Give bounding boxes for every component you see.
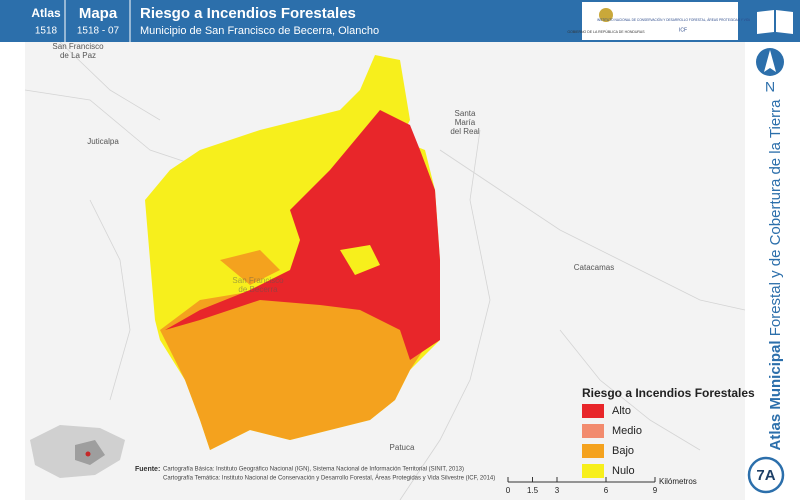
source-label: Fuente: [135,466,160,473]
code-label: 7A [756,467,775,484]
zone-bajo [160,290,430,450]
scale-tick-label: 0 [506,486,511,495]
zone-alto [165,110,440,360]
source-line: Cartografía Básica: Instituto Geográfico… [163,467,464,473]
north-arrow [756,48,784,76]
place-line: San Francisco [52,42,104,51]
place-line: San Francisco [232,276,284,285]
legend: Riesgo a Incendios Forestales Alto Medio B… [582,386,755,478]
map-number: 1518 - 07 [77,26,120,37]
place-line: Santa [455,109,476,118]
place-label: San Francisco de La Paz [52,42,104,60]
roads [24,41,746,500]
atlas-number: 1518 [35,26,58,37]
zone-nulo [340,245,380,275]
title: Riesgo a Incendios Forestales [140,5,356,22]
legend-label: Bajo [612,445,634,457]
place-line: Patuca [390,443,415,452]
sidebar-title-bold: Atlas Municipal [767,340,784,450]
legend-swatch [582,444,604,458]
logo-government: GOBIERNO DE LA REPÚBLICA DE HONDURAS [567,30,645,34]
legend-swatch [582,404,604,418]
place-label: Juticalpa [87,137,119,146]
code-badge [747,456,785,494]
north-label: N [765,79,775,95]
place-line: del Real [450,127,480,136]
scale-tick-label: 6 [604,486,609,495]
legend-title: Riesgo a Incendios Forestales [582,386,755,400]
legend-label: Alto [612,405,631,417]
map-label: Mapa [79,5,118,22]
place-label: Santa María del Real [450,109,480,136]
place-label: San Francisco de Becerra [232,276,284,294]
legend-swatch [582,464,604,478]
zone-bajo [220,250,280,285]
place-line: Catacamas [574,263,614,272]
place-label: Catacamas [574,263,614,272]
legend-swatch [582,424,604,438]
logo-acronym: ICF [679,27,687,33]
source-line: Cartografía Temática: Instituto Nacional… [163,475,495,482]
sidebar-title-rest: Forestal y de Cobertura de la Tierra [767,99,784,336]
sidebar-title: Atlas Municipal Forestal y de Cobertura … [767,99,784,451]
atlas-label: Atlas [31,6,61,20]
logo-institute: INSTITUTO NACIONAL DE CONSERVACIÓN Y DES… [597,17,769,22]
place-line: de Becerra [238,285,278,294]
place-line: Juticalpa [87,137,119,146]
scale-tick-label: 1.5 [527,486,539,495]
book-icon [750,0,800,42]
place-line: de La Paz [60,51,96,60]
risk-zones [145,55,440,450]
logo-emblem [599,8,613,22]
subtitle: Municipio de San Francisco de Becerra, O… [140,25,379,37]
place-line: María [455,118,476,127]
place-label: Patuca [390,443,415,452]
scale-tick-label: 3 [555,486,560,495]
legend-label: Medio [612,425,642,437]
inset-map [30,425,125,478]
scale-tick-label: 9 [653,486,658,495]
legend-label: Nulo [612,465,635,477]
scale-unit: Kilómetros [659,477,697,486]
